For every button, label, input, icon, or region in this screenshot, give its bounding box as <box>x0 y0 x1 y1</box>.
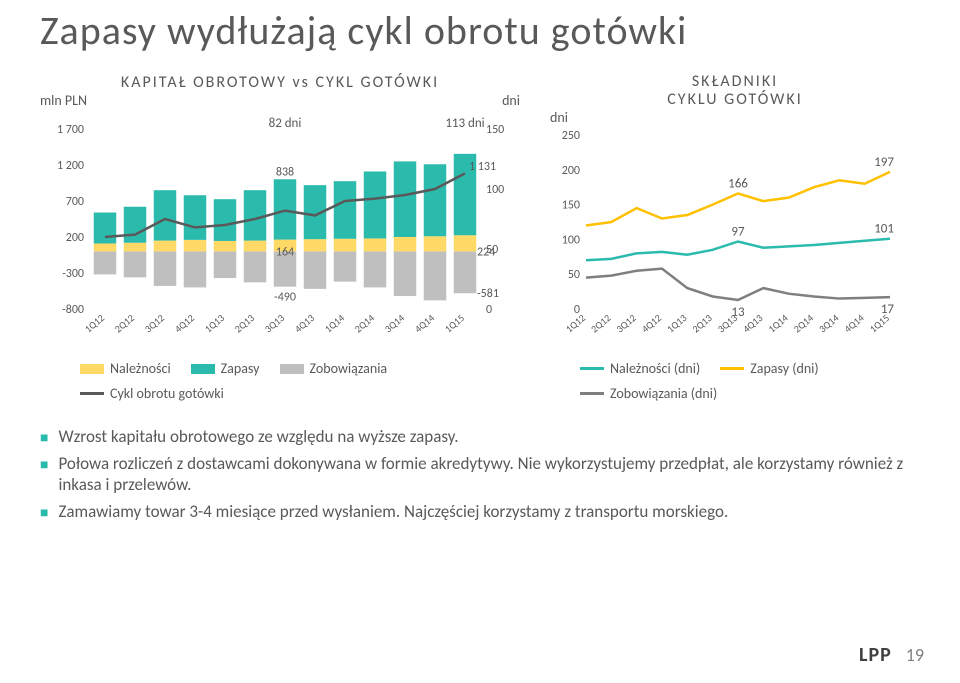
logo: LPP <box>859 643 892 667</box>
right-chart-title-2: CYKLU GOTÓWKI <box>550 91 920 109</box>
svg-text:1Q13: 1Q13 <box>202 311 227 335</box>
svg-text:200: 200 <box>66 231 84 245</box>
legend-zobowiazania-dni: Zobowiązania (dni) <box>610 385 717 402</box>
svg-text:2Q14: 2Q14 <box>352 311 377 335</box>
svg-text:100: 100 <box>562 234 580 248</box>
svg-text:13: 13 <box>731 305 745 320</box>
svg-text:4Q14: 4Q14 <box>841 312 866 336</box>
right-chart-svg: 0501001502002501Q122Q123Q124Q121Q132Q133… <box>550 127 920 349</box>
left-chart-container: KAPITAŁ OBROTOWY vs CYKL GOTÓWKI mln PLN… <box>40 73 520 402</box>
legend-zapasy: Zapasy <box>221 360 260 377</box>
svg-text:838: 838 <box>276 165 294 179</box>
svg-text:2Q14: 2Q14 <box>791 312 816 336</box>
left-chart-title: KAPITAŁ OBROTOWY vs CYKL GOTÓWKI <box>40 73 520 92</box>
left-axis-unit-left: mln PLN <box>40 92 87 109</box>
svg-text:4Q13: 4Q13 <box>292 311 317 335</box>
svg-text:2Q12: 2Q12 <box>588 312 613 336</box>
page-title: Zapasy wydłużają cykl obrotu gotówki <box>40 6 920 55</box>
svg-text:-800: -800 <box>62 303 84 317</box>
svg-text:1Q14: 1Q14 <box>322 311 347 335</box>
svg-text:2Q12: 2Q12 <box>112 311 137 335</box>
left-axis-unit-right: dni <box>502 92 520 109</box>
svg-text:17: 17 <box>881 302 895 317</box>
svg-text:1Q14: 1Q14 <box>765 312 790 336</box>
bullets-list: ■Wzrost kapitału obrotowego ze względu n… <box>40 426 920 522</box>
svg-text:197: 197 <box>874 155 894 170</box>
svg-text:200: 200 <box>562 164 580 178</box>
svg-text:97: 97 <box>731 225 745 240</box>
svg-text:4Q12: 4Q12 <box>639 312 664 336</box>
svg-text:0: 0 <box>486 303 492 317</box>
svg-text:1Q12: 1Q12 <box>82 311 107 335</box>
page-number: 19 <box>906 644 924 666</box>
svg-text:3Q12: 3Q12 <box>613 312 638 336</box>
legend-naleznosci-dni: Należności (dni) <box>610 360 700 377</box>
svg-text:101: 101 <box>874 222 894 237</box>
svg-text:1 200: 1 200 <box>57 159 84 173</box>
svg-text:-581: -581 <box>477 287 499 301</box>
right-legend: Należności (dni) Zapasy (dni) Zobowiązan… <box>550 360 920 402</box>
legend-zobowiazania: Zobowiązania <box>310 360 388 377</box>
svg-text:3Q12: 3Q12 <box>142 311 167 335</box>
svg-text:166: 166 <box>728 177 748 192</box>
svg-text:224: 224 <box>477 245 495 259</box>
bullet-item: ■Wzrost kapitału obrotowego ze względu n… <box>40 426 920 447</box>
svg-text:150: 150 <box>486 123 504 137</box>
left-legend: Należności Zapasy Zobowiązania Cykl obro… <box>40 360 520 402</box>
svg-text:4Q12: 4Q12 <box>172 311 197 335</box>
legend-cykl: Cykl obrotu gotówki <box>110 385 224 402</box>
legend-naleznosci: Należności <box>110 360 171 377</box>
right-chart-title-1: SKŁADNIKI <box>550 73 920 91</box>
svg-text:150: 150 <box>562 199 580 213</box>
svg-text:2Q13: 2Q13 <box>232 311 257 335</box>
charts-row: KAPITAŁ OBROTOWY vs CYKL GOTÓWKI mln PLN… <box>40 73 920 402</box>
left-chart-svg: 1 7001 200700200-300-8001501005001Q122Q1… <box>40 109 520 349</box>
svg-text:1 131: 1 131 <box>469 160 496 174</box>
svg-text:164: 164 <box>276 245 294 259</box>
svg-text:250: 250 <box>562 129 580 143</box>
right-chart-container: SKŁADNIKI CYKLU GOTÓWKI dni 050100150200… <box>550 73 920 402</box>
bullet-item: ■Połowa rozliczeń z dostawcami dokonywan… <box>40 453 920 495</box>
right-axis-unit: dni <box>550 109 568 126</box>
svg-text:3Q14: 3Q14 <box>816 312 841 336</box>
legend-zapasy-dni: Zapasy (dni) <box>750 360 818 377</box>
svg-text:1Q15: 1Q15 <box>442 311 467 335</box>
svg-text:3Q14: 3Q14 <box>382 311 407 335</box>
svg-text:1 700: 1 700 <box>57 123 84 137</box>
svg-text:4Q14: 4Q14 <box>412 311 437 335</box>
svg-text:82 dni: 82 dni <box>269 116 302 131</box>
svg-text:1Q13: 1Q13 <box>664 312 689 336</box>
svg-text:2Q13: 2Q13 <box>689 312 714 336</box>
svg-text:100: 100 <box>486 183 504 197</box>
svg-text:3Q13: 3Q13 <box>262 311 287 335</box>
svg-text:-490: -490 <box>274 291 296 305</box>
footer: LPP 19 <box>859 643 924 667</box>
svg-text:1Q12: 1Q12 <box>563 312 588 336</box>
svg-text:113 dni: 113 dni <box>445 116 484 131</box>
svg-text:700: 700 <box>66 195 84 209</box>
svg-text:-300: -300 <box>62 267 84 281</box>
bullet-item: ■Zamawiamy towar 3-4 miesiące przed wysł… <box>40 501 920 522</box>
svg-text:50: 50 <box>568 268 580 282</box>
